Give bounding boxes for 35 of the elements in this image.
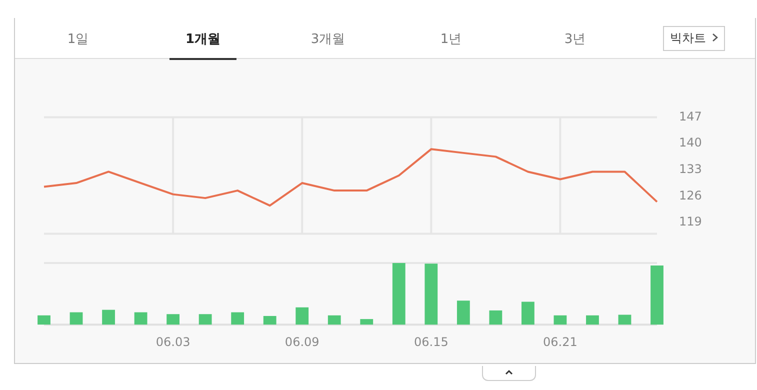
x-tick-label: 06.09	[284, 334, 320, 349]
bar	[231, 312, 244, 325]
text: 3년	[564, 31, 586, 48]
text: 1개월	[169, 30, 237, 60]
bar	[586, 315, 599, 325]
text: 1년	[440, 31, 462, 48]
bar	[166, 314, 180, 325]
bar	[134, 312, 148, 325]
y-tick-label: 126	[679, 188, 702, 202]
bar	[198, 314, 212, 325]
bar	[360, 319, 374, 325]
bar	[70, 312, 83, 325]
y-tick-label: 140	[679, 136, 702, 150]
bar	[38, 315, 50, 325]
bar	[618, 314, 632, 325]
bar	[424, 264, 438, 325]
bar	[296, 307, 309, 325]
bar	[554, 315, 567, 325]
bar	[328, 315, 341, 325]
bar	[263, 316, 276, 325]
bar	[392, 263, 406, 325]
text: 빅차트	[670, 31, 706, 45]
bar	[521, 302, 534, 325]
x-tick-label: 06.03	[156, 334, 190, 349]
bar	[102, 310, 115, 325]
x-tick-label: 06.21	[543, 334, 578, 349]
bar	[650, 265, 664, 325]
y-tick-label: 133	[679, 162, 702, 176]
bar	[456, 300, 470, 325]
bar	[489, 310, 502, 325]
text: 1일	[67, 31, 89, 48]
y-tick-label: 119	[679, 214, 702, 229]
y-tick-label: 147	[679, 109, 702, 124]
text: 3개월	[310, 31, 346, 48]
x-tick-label: 06.15	[414, 334, 448, 349]
